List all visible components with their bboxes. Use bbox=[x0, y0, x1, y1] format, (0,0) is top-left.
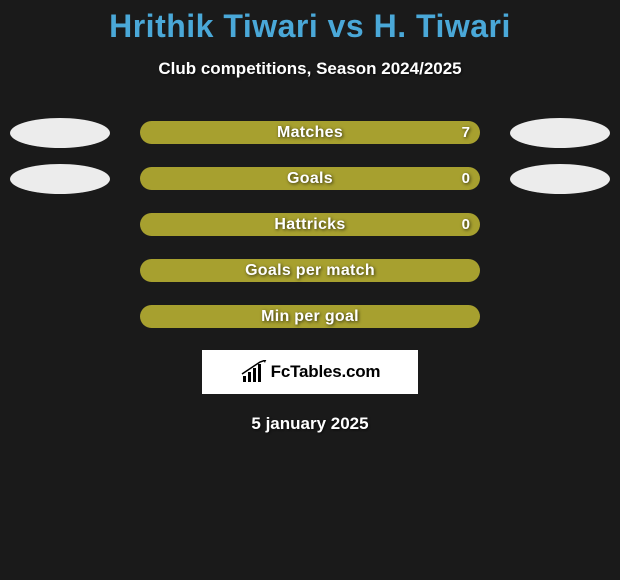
stat-value: 0 bbox=[462, 216, 470, 233]
stat-label: Min per goal bbox=[261, 308, 359, 326]
stat-bar: Min per goal bbox=[140, 305, 480, 328]
stat-row-goals-per-match: Goals per match bbox=[0, 259, 620, 282]
stat-label: Hattricks bbox=[274, 216, 345, 234]
stat-row-goals: Goals 0 bbox=[0, 167, 620, 190]
stat-bar: Matches 7 bbox=[140, 121, 480, 144]
right-bubble bbox=[510, 118, 610, 148]
subtitle: Club competitions, Season 2024/2025 bbox=[0, 59, 620, 79]
stat-value: 7 bbox=[462, 124, 470, 141]
stat-value: 0 bbox=[462, 170, 470, 187]
bar-chart-icon bbox=[240, 360, 268, 384]
stat-row-matches: Matches 7 bbox=[0, 121, 620, 144]
left-bubble bbox=[10, 118, 110, 148]
stat-bar: Hattricks 0 bbox=[140, 213, 480, 236]
comparison-infographic: Hrithik Tiwari vs H. Tiwari Club competi… bbox=[0, 0, 620, 434]
stat-label: Goals bbox=[287, 170, 333, 188]
stat-label: Goals per match bbox=[245, 262, 375, 280]
logo-box: FcTables.com bbox=[202, 350, 418, 394]
stat-rows: Matches 7 Goals 0 Hattricks 0 Goals per … bbox=[0, 121, 620, 328]
stat-bar: Goals 0 bbox=[140, 167, 480, 190]
stat-row-hattricks: Hattricks 0 bbox=[0, 213, 620, 236]
page-title: Hrithik Tiwari vs H. Tiwari bbox=[0, 8, 620, 45]
stat-label: Matches bbox=[277, 124, 343, 142]
stat-bar: Goals per match bbox=[140, 259, 480, 282]
date-text: 5 january 2025 bbox=[0, 414, 620, 434]
right-bubble bbox=[510, 164, 610, 194]
logo-text: FcTables.com bbox=[271, 362, 381, 382]
stat-row-min-per-goal: Min per goal bbox=[0, 305, 620, 328]
left-bubble bbox=[10, 164, 110, 194]
